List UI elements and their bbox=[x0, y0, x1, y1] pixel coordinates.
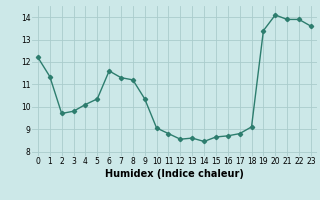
X-axis label: Humidex (Indice chaleur): Humidex (Indice chaleur) bbox=[105, 169, 244, 179]
